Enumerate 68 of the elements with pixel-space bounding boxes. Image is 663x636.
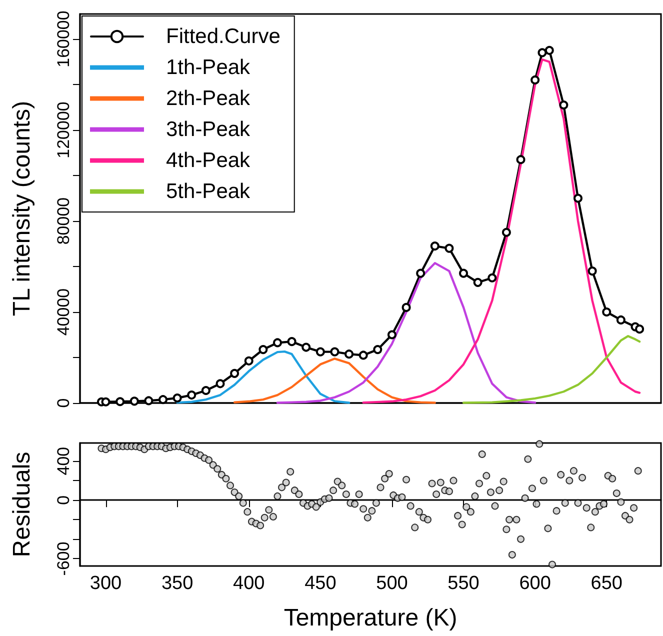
point [387, 330, 396, 340]
point [473, 278, 482, 287]
legend-label: 4th-Peak [166, 149, 251, 172]
x-tick-label: 300 [90, 573, 122, 594]
point [316, 347, 325, 356]
legend-label: 5th-Peak [166, 180, 251, 203]
line-series [462, 335, 641, 404]
point [416, 268, 426, 278]
point [635, 324, 644, 334]
point [430, 242, 440, 251]
point [444, 244, 454, 253]
x-tick-label: 400 [233, 573, 265, 594]
point [538, 48, 547, 58]
x-tick-label: 600 [519, 573, 551, 594]
y-tick-label: 120000 [54, 102, 73, 158]
point [402, 302, 411, 312]
legend-label: 3th-Peak [166, 118, 251, 141]
y-tick-label: 160000 [54, 10, 73, 68]
point [144, 396, 154, 406]
legend-label: 2th-Peak [166, 87, 251, 110]
point [358, 350, 368, 360]
y-tick-label: 400 [54, 446, 73, 476]
line-series [362, 58, 641, 404]
point [574, 194, 582, 203]
point [616, 315, 626, 324]
line-series [233, 358, 436, 404]
x-tick-label: 450 [304, 573, 336, 594]
point [116, 397, 125, 406]
point [272, 338, 282, 348]
point [502, 228, 511, 237]
y-tick-label: 0 [54, 398, 73, 408]
point [373, 345, 382, 354]
point [101, 397, 110, 406]
y-tick-label: 80000 [54, 197, 73, 245]
legend-label: 1th-Peak [166, 56, 251, 79]
line-series [276, 262, 536, 404]
point [187, 390, 196, 400]
point [201, 386, 210, 395]
x-axis-title: Temperature (K) [284, 604, 458, 632]
point [588, 266, 597, 276]
point [172, 393, 182, 402]
point [488, 273, 497, 282]
y-tick-label: 40000 [54, 288, 73, 336]
x-tick-label: 550 [448, 573, 480, 594]
point [244, 356, 254, 366]
point [530, 75, 540, 84]
y-tick-label: 0 [54, 495, 73, 505]
point [302, 342, 311, 352]
point [559, 100, 568, 110]
point [287, 337, 296, 346]
point [130, 396, 139, 406]
point [344, 350, 354, 359]
point [459, 268, 468, 278]
point [158, 395, 168, 404]
x-tick-label: 500 [376, 573, 408, 594]
y-tick-label: -600 [54, 542, 73, 576]
point [544, 46, 554, 55]
point [330, 347, 340, 356]
y-axis-title: Residuals [8, 452, 36, 558]
point [258, 345, 268, 354]
point [602, 308, 612, 317]
point [216, 379, 225, 388]
point [230, 368, 240, 378]
point [516, 155, 526, 164]
legend-label: Fitted.Curve [166, 25, 280, 48]
y-axis-title: TL intensity (counts) [8, 100, 36, 316]
x-tick-label: 650 [590, 573, 622, 594]
x-tick-label: 350 [161, 573, 194, 594]
